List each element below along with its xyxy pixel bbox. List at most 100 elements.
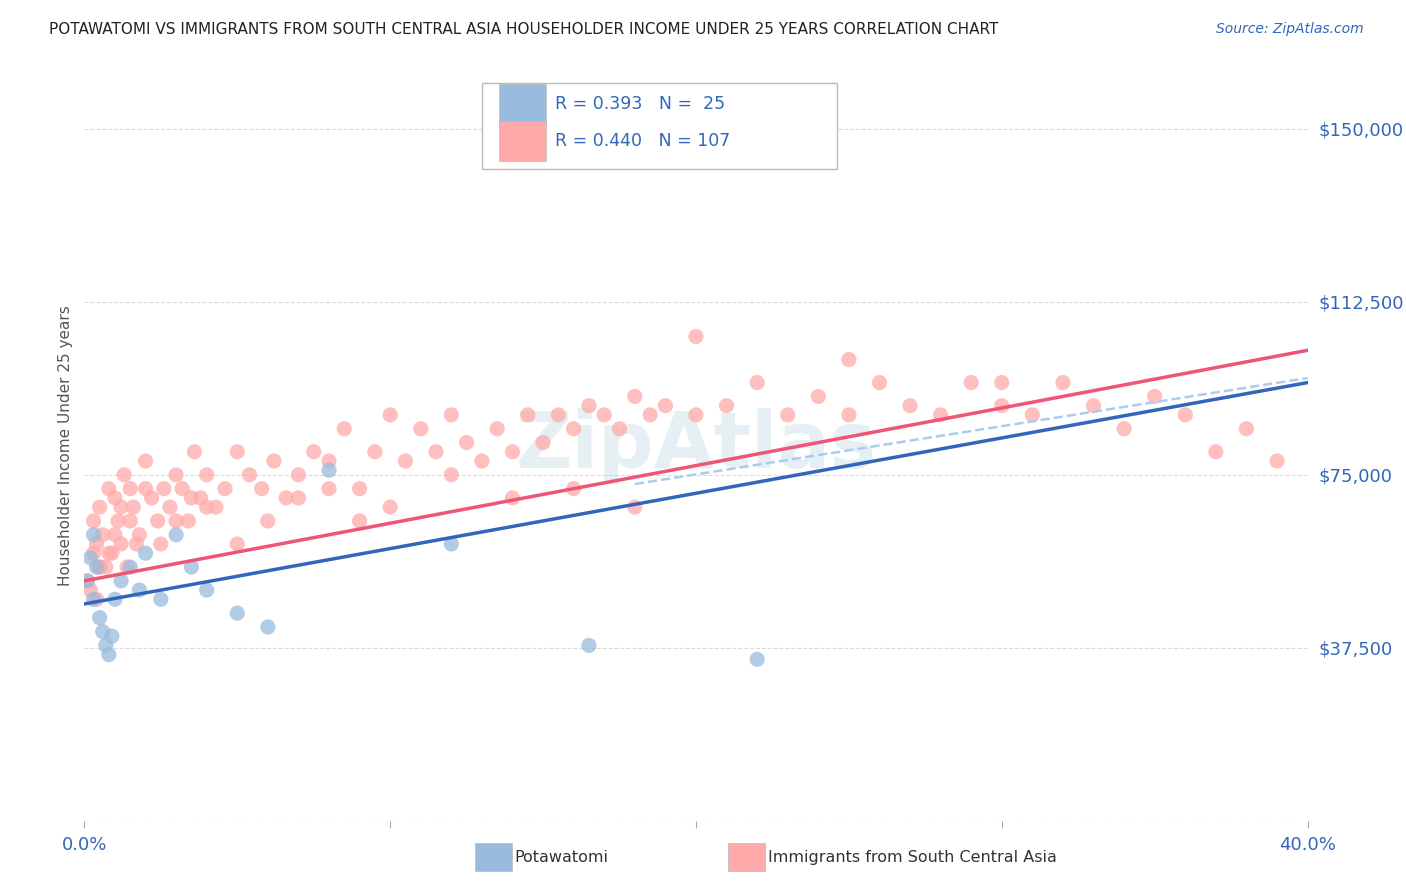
Point — [364, 444, 387, 458]
Text: R = 0.393   N =  25: R = 0.393 N = 25 — [555, 95, 725, 113]
Point — [654, 399, 676, 413]
Point — [195, 467, 218, 482]
Point — [79, 583, 101, 598]
Point — [104, 491, 127, 505]
Point — [112, 467, 135, 482]
Point — [165, 467, 187, 482]
Text: POTAWATOMI VS IMMIGRANTS FROM SOUTH CENTRAL ASIA HOUSEHOLDER INCOME UNDER 25 YEA: POTAWATOMI VS IMMIGRANTS FROM SOUTH CENT… — [49, 22, 998, 37]
Point — [516, 408, 538, 422]
Point — [115, 560, 138, 574]
Point — [440, 408, 463, 422]
Point — [104, 592, 127, 607]
Point — [195, 583, 218, 598]
Point — [456, 435, 478, 450]
Point — [440, 467, 463, 482]
Point — [141, 491, 163, 505]
Point — [159, 500, 181, 514]
FancyBboxPatch shape — [499, 84, 546, 124]
Point — [172, 482, 194, 496]
Point — [502, 444, 524, 458]
Text: Potawatomi: Potawatomi — [515, 850, 609, 864]
Point — [776, 408, 799, 422]
Point — [76, 574, 98, 588]
Point — [91, 624, 114, 639]
FancyBboxPatch shape — [499, 120, 546, 161]
Point — [128, 528, 150, 542]
Point — [638, 408, 661, 422]
Point — [1114, 422, 1136, 436]
Point — [101, 629, 124, 643]
Point — [110, 574, 132, 588]
Point — [578, 399, 600, 413]
Point — [318, 482, 340, 496]
Point — [380, 408, 402, 422]
Point — [89, 560, 111, 574]
Point — [190, 491, 212, 505]
Point — [107, 514, 129, 528]
Point — [747, 376, 769, 390]
Y-axis label: Householder Income Under 25 years: Householder Income Under 25 years — [58, 306, 73, 586]
Point — [135, 546, 157, 560]
Text: Immigrants from South Central Asia: Immigrants from South Central Asia — [768, 850, 1056, 864]
Point — [97, 546, 120, 560]
Point — [991, 376, 1014, 390]
Point — [86, 560, 108, 574]
Point — [183, 444, 205, 458]
Point — [486, 422, 509, 436]
Text: R = 0.440   N = 107: R = 0.440 N = 107 — [555, 132, 731, 150]
Point — [238, 467, 260, 482]
Point — [104, 528, 127, 542]
Point — [89, 611, 111, 625]
Point — [807, 389, 830, 403]
Point — [110, 537, 132, 551]
Point — [349, 514, 371, 528]
Point — [135, 454, 157, 468]
Point — [562, 482, 585, 496]
Point — [250, 482, 273, 496]
Point — [1083, 399, 1105, 413]
Point — [125, 537, 148, 551]
Point — [83, 546, 105, 560]
Point — [578, 639, 600, 653]
Text: Source: ZipAtlas.com: Source: ZipAtlas.com — [1216, 22, 1364, 37]
Point — [960, 376, 983, 390]
Text: ZipAtlas: ZipAtlas — [516, 408, 876, 484]
Point — [83, 592, 105, 607]
Point — [91, 528, 114, 542]
Point — [205, 500, 228, 514]
Point — [120, 560, 142, 574]
Point — [502, 491, 524, 505]
Point — [180, 560, 202, 574]
Point — [257, 514, 280, 528]
Point — [302, 444, 325, 458]
Point — [838, 408, 860, 422]
Point — [624, 389, 647, 403]
FancyBboxPatch shape — [482, 83, 837, 169]
Point — [226, 444, 249, 458]
Point — [440, 537, 463, 551]
Point — [898, 399, 921, 413]
Point — [1205, 444, 1227, 458]
Point — [276, 491, 298, 505]
Point — [214, 482, 236, 496]
Point — [531, 435, 554, 450]
Point — [263, 454, 285, 468]
Point — [128, 583, 150, 598]
Point — [149, 592, 172, 607]
Point — [195, 500, 218, 514]
Point — [869, 376, 891, 390]
Point — [83, 528, 105, 542]
Point — [685, 329, 707, 343]
Point — [79, 550, 101, 565]
Point — [146, 514, 169, 528]
Point — [122, 500, 145, 514]
Point — [838, 352, 860, 367]
Point — [94, 560, 117, 574]
Point — [609, 422, 631, 436]
Point — [101, 546, 124, 560]
Point — [135, 482, 157, 496]
Point — [165, 528, 187, 542]
Point — [226, 606, 249, 620]
Point — [685, 408, 707, 422]
Point — [1265, 454, 1288, 468]
